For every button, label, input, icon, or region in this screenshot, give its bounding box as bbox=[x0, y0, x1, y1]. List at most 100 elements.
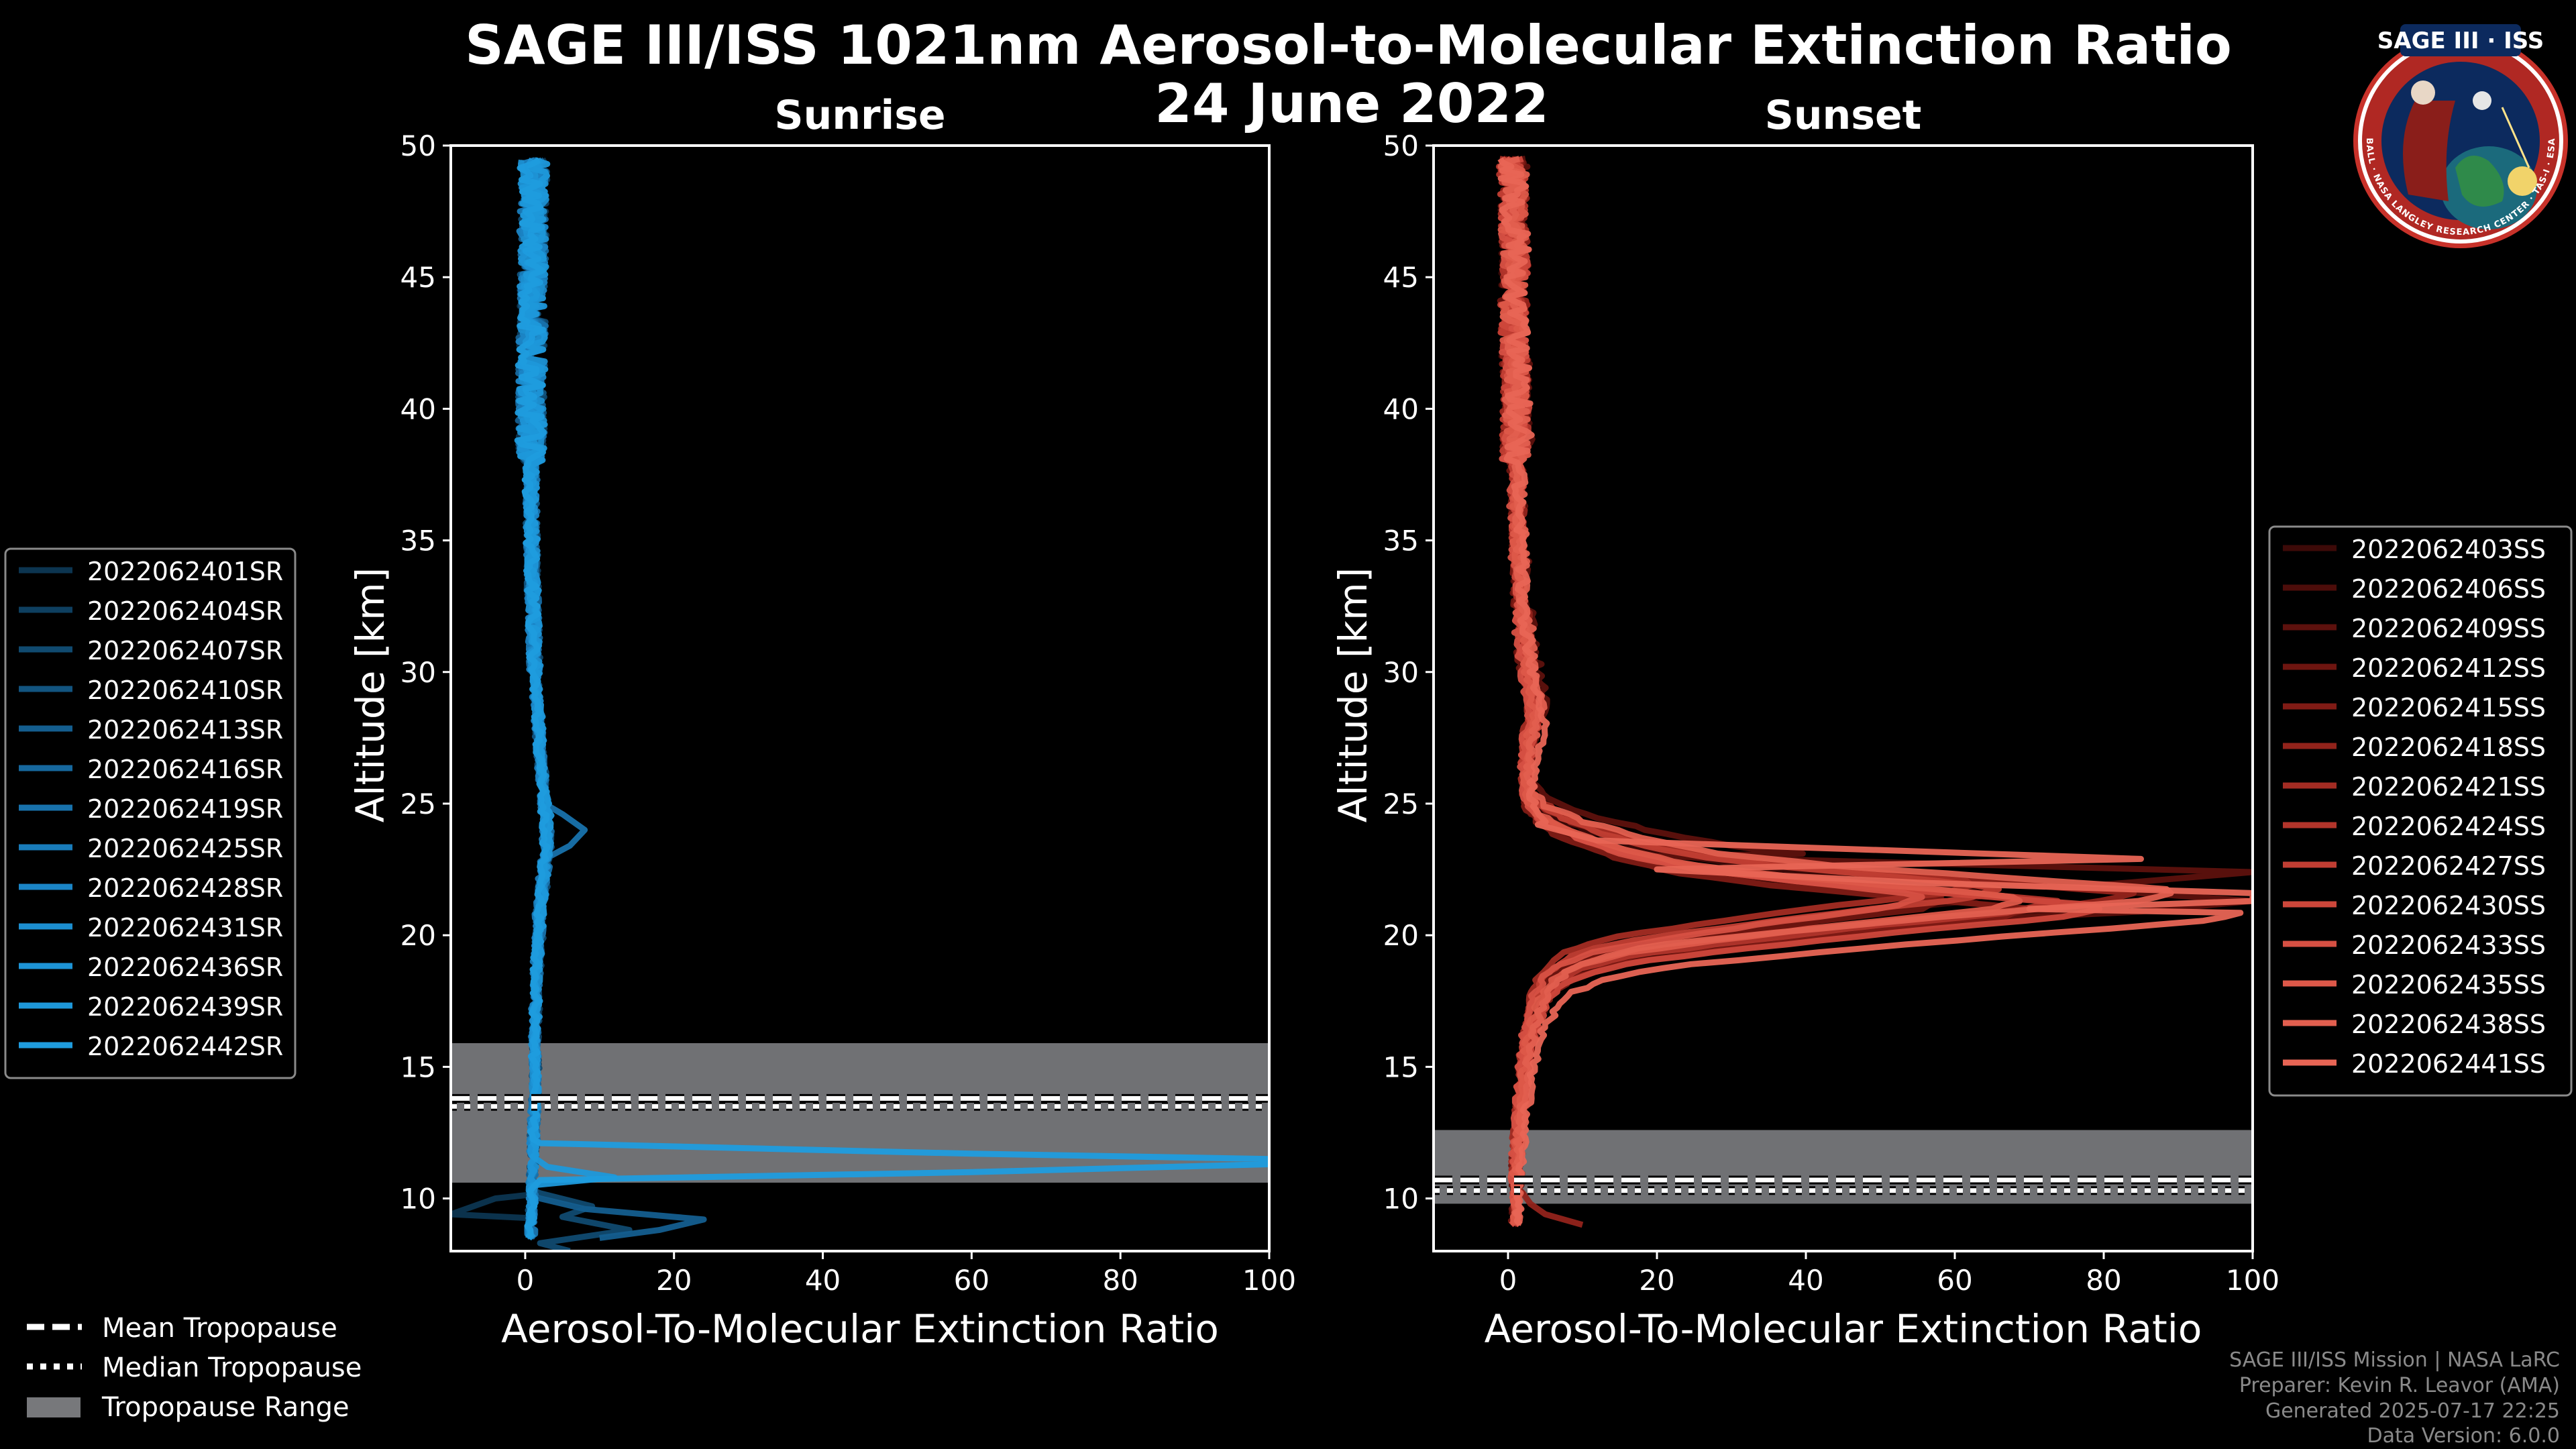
median-tropopause-legend-label: Median Tropopause bbox=[102, 1352, 362, 1383]
credits: SAGE III/ISS Mission | NASA LaRC Prepare… bbox=[2229, 1348, 2560, 1448]
legend-label-2022062409SS: 2022062409SS bbox=[2351, 614, 2546, 643]
legend-label-2022062435SS: 2022062435SS bbox=[2351, 970, 2546, 1000]
figure-date: 24 June 2022 bbox=[1155, 72, 1549, 135]
x-tick-label: 0 bbox=[517, 1264, 535, 1297]
x-tick-label: 100 bbox=[1242, 1264, 1296, 1297]
sunset-legend: 2022062403SS 2022062406SS 2022062409SS 2022… bbox=[2268, 525, 2573, 1097]
logo-text: SAGE III · ISS bbox=[2377, 28, 2544, 54]
y-tick-label: 40 bbox=[1383, 392, 1419, 425]
profile-line-2022062424SS bbox=[1495, 156, 2061, 1227]
y-tick-label: 45 bbox=[1383, 261, 1419, 294]
legend-label-2022062416SR: 2022062416SR bbox=[87, 755, 283, 784]
y-tick-label: 30 bbox=[400, 656, 436, 689]
legend-label-2022062428SR: 2022062428SR bbox=[87, 873, 283, 903]
sunset-panel: Sunset 0 20 40 60 80 100 10 15 20 25 30 35 40 45 50 Aero… bbox=[1330, 92, 2279, 1352]
profile-line-2022062418SS bbox=[1499, 158, 2137, 1228]
y-tick-label: 10 bbox=[400, 1183, 436, 1216]
x-tick-label: 0 bbox=[1499, 1264, 1517, 1297]
x-tick-label: 60 bbox=[954, 1264, 989, 1297]
tropopause-range-legend-patch bbox=[27, 1397, 80, 1417]
legend-label-2022062433SS: 2022062433SS bbox=[2351, 930, 2546, 960]
plot-frame bbox=[449, 144, 1271, 1252]
x-axis-label: Aerosol-To-Molecular Extinction Ratio bbox=[1485, 1306, 2202, 1352]
legend-label-2022062439SR: 2022062439SR bbox=[87, 992, 283, 1022]
credit-line-generated: Generated 2025-07-17 22:25 bbox=[2265, 1399, 2560, 1423]
legend-label-2022062425SR: 2022062425SR bbox=[87, 834, 283, 863]
panel-title: Sunset bbox=[1765, 92, 1922, 139]
credit-line-version: Data Version: 6.0.0 bbox=[2367, 1424, 2560, 1448]
x-tick-label: 40 bbox=[805, 1264, 841, 1297]
panel-title: Sunrise bbox=[774, 92, 945, 139]
y-tick-label: 25 bbox=[400, 788, 436, 820]
sunrise-panel: Sunrise 0 20 40 60 80 100 10 15 20 25 30 35 40 45 50 Aer… bbox=[347, 92, 1296, 1352]
credit-line-preparer: Preparer: Kevin R. Leavor (AMA) bbox=[2239, 1374, 2560, 1397]
plot-area bbox=[1434, 156, 2253, 1228]
x-tick-label: 80 bbox=[2086, 1264, 2121, 1297]
legend-label-2022062436SR: 2022062436SR bbox=[87, 953, 283, 982]
profile-line-2022062427SS bbox=[1497, 157, 2002, 1225]
mean-tropopause-legend-label: Mean Tropopause bbox=[102, 1313, 337, 1344]
profile-line-2022062430SS bbox=[1497, 156, 2103, 1228]
profile-line-2022062435SS bbox=[1497, 156, 2023, 1226]
plot-area bbox=[451, 157, 1269, 1251]
profile-line-2022062433SS bbox=[1498, 156, 1925, 1228]
y-tick-label: 35 bbox=[1383, 525, 1419, 557]
y-tick-label: 30 bbox=[1383, 656, 1419, 689]
profile-line-2022062403SS bbox=[1497, 156, 1996, 1227]
profile-line-2022062406SS bbox=[1498, 156, 2076, 1228]
legend-label-2022062401SR: 2022062401SR bbox=[87, 557, 283, 586]
profile-line-2022062438SS bbox=[1497, 156, 2174, 1226]
legend-label-2022062415SS: 2022062415SS bbox=[2351, 693, 2546, 722]
profile-line-2022062442SR bbox=[514, 157, 1269, 1240]
y-tick-label: 10 bbox=[1383, 1183, 1419, 1216]
legend-label-2022062438SS: 2022062438SS bbox=[2351, 1010, 2546, 1039]
legend-label-2022062427SS: 2022062427SS bbox=[2351, 851, 2546, 881]
sunrise-legend: 2022062401SR 2022062404SR 2022062407SR 2022… bbox=[4, 547, 297, 1079]
legend-label-2022062442SR: 2022062442SR bbox=[87, 1032, 283, 1061]
y-tick-label: 15 bbox=[1383, 1051, 1419, 1083]
legend-label-2022062431SR: 2022062431SR bbox=[87, 913, 283, 943]
legend-box bbox=[4, 547, 297, 1079]
x-tick-label: 60 bbox=[1937, 1264, 1972, 1297]
profile-line-2022062409SS bbox=[1498, 156, 2253, 1226]
x-tick-label: 20 bbox=[1639, 1264, 1674, 1297]
legend-label-2022062410SR: 2022062410SR bbox=[87, 676, 283, 705]
y-tick-label: 20 bbox=[400, 919, 436, 952]
tropopause-range-band bbox=[451, 1043, 1269, 1183]
legend-label-2022062419SR: 2022062419SR bbox=[87, 794, 283, 824]
tropopause-legend: Mean Tropopause Median Tropopause Tropop… bbox=[27, 1313, 362, 1423]
profile-line-2022062441SS bbox=[1497, 157, 2253, 1227]
legend-label-2022062413SR: 2022062413SR bbox=[87, 715, 283, 745]
y-tick-label: 50 bbox=[1383, 129, 1419, 162]
y-tick-label: 40 bbox=[400, 392, 436, 425]
x-tick-label: 100 bbox=[2226, 1264, 2279, 1297]
legend-label-2022062418SS: 2022062418SS bbox=[2351, 733, 2546, 762]
legend-label-2022062404SR: 2022062404SR bbox=[87, 596, 283, 626]
x-tick-label: 80 bbox=[1102, 1264, 1138, 1297]
y-axis-label: Altitude [km] bbox=[347, 568, 393, 822]
legend-box bbox=[2268, 525, 2573, 1097]
y-tick-label: 25 bbox=[1383, 788, 1419, 820]
y-axis-label: Altitude [km] bbox=[1330, 568, 1376, 822]
profile-line-2022062412SS bbox=[1497, 156, 1944, 1228]
x-axis-label: Aerosol-To-Molecular Extinction Ratio bbox=[501, 1306, 1219, 1352]
sage-iii-iss-logo: SAGE III · ISS BALL · NASA LANGLEY RESEA… bbox=[2353, 24, 2568, 248]
credit-line-mission: SAGE III/ISS Mission | NASA LaRC bbox=[2229, 1348, 2560, 1372]
y-tick-label: 20 bbox=[1383, 919, 1419, 952]
legend-label-2022062407SR: 2022062407SR bbox=[87, 636, 283, 665]
y-tick-label: 50 bbox=[400, 129, 436, 162]
y-tick-label: 35 bbox=[400, 525, 436, 557]
x-tick-label: 20 bbox=[656, 1264, 692, 1297]
legend-label-2022062424SS: 2022062424SS bbox=[2351, 812, 2546, 841]
x-tick-label: 40 bbox=[1788, 1264, 1823, 1297]
legend-label-2022062430SS: 2022062430SS bbox=[2351, 891, 2546, 920]
profile-line-2022062421SS bbox=[1497, 156, 1975, 1227]
legend-label-2022062421SS: 2022062421SS bbox=[2351, 772, 2546, 802]
legend-label-2022062406SS: 2022062406SS bbox=[2351, 574, 2546, 604]
figure-title: SAGE III/ISS 1021nm Aerosol-to-Molecular… bbox=[465, 14, 2232, 76]
legend-label-2022062412SS: 2022062412SS bbox=[2351, 653, 2546, 683]
profile-line-2022062415SS bbox=[1499, 156, 2035, 1226]
tropopause-range-legend-label: Tropopause Range bbox=[101, 1392, 350, 1423]
y-tick-label: 15 bbox=[400, 1051, 436, 1083]
legend-label-2022062441SS: 2022062441SS bbox=[2351, 1049, 2546, 1079]
